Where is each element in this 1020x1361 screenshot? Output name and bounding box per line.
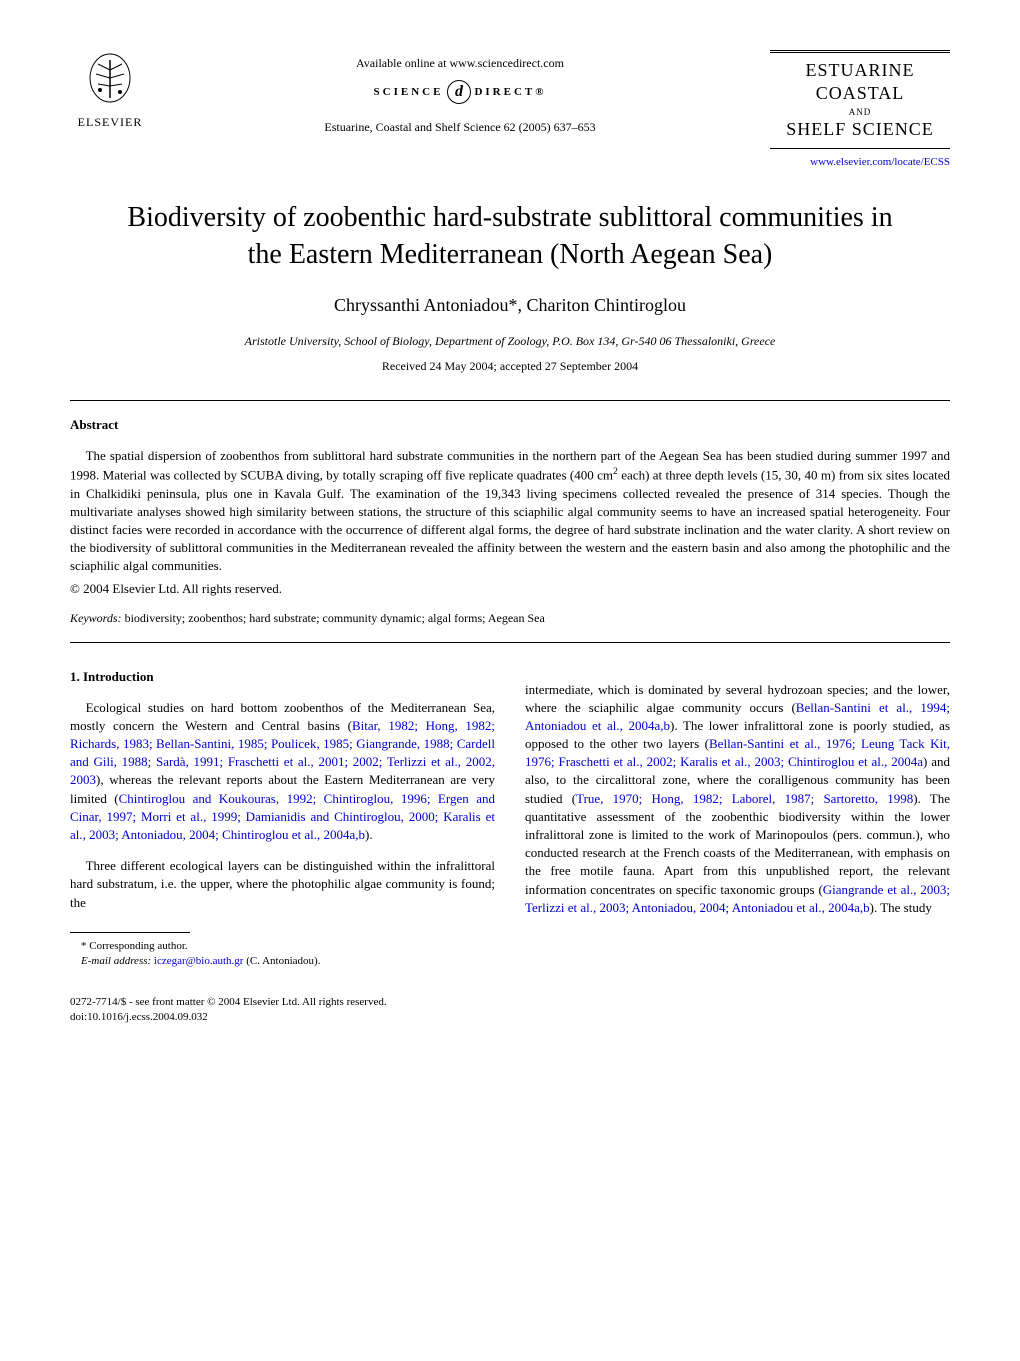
sd-left: SCIENCE (374, 86, 444, 98)
publisher-logo: ELSEVIER (70, 50, 150, 131)
left-column: 1. Introduction Ecological studies on ha… (70, 668, 495, 970)
abstract-heading: Abstract (70, 416, 950, 434)
affiliation: Aristotle University, School of Biology,… (70, 333, 950, 350)
journal-reference: Estuarine, Coastal and Shelf Science 62 … (150, 119, 770, 136)
available-online-text: Available online at www.sciencedirect.co… (150, 55, 770, 72)
body-columns: 1. Introduction Ecological studies on ha… (70, 668, 950, 970)
intro-p2: Three different ecological layers can be… (70, 857, 495, 912)
right-p1-e: ). The study (870, 900, 932, 915)
intro-p1: Ecological studies on hard bottom zooben… (70, 699, 495, 845)
footnote-corresponding: * Corresponding author. (70, 939, 495, 954)
intro-right-p1: intermediate, which is dominated by seve… (525, 681, 950, 917)
right-column: intermediate, which is dominated by seve… (525, 668, 950, 970)
keywords-line: Keywords: biodiversity; zoobenthos; hard… (70, 610, 950, 627)
header-center: Available online at www.sciencedirect.co… (150, 50, 770, 136)
page-header: ELSEVIER Available online at www.science… (70, 50, 950, 170)
issn-line: 0272-7714/$ - see front matter © 2004 El… (70, 995, 950, 1010)
journal-title-3: SHELF SCIENCE (770, 118, 950, 141)
sd-circle-icon: d (447, 80, 471, 104)
elsevier-tree-icon (70, 50, 150, 112)
doi-line: doi:10.1016/j.ecss.2004.09.032 (70, 1010, 950, 1025)
email-label: E-mail address: (81, 955, 151, 967)
journal-title-2: COASTAL (770, 82, 950, 105)
journal-box-wrapper: ESTUARINE COASTAL AND SHELF SCIENCE www.… (770, 50, 950, 170)
journal-title-box: ESTUARINE COASTAL AND SHELF SCIENCE (770, 50, 950, 149)
separator-bottom (70, 642, 950, 643)
bottom-info: 0272-7714/$ - see front matter © 2004 El… (70, 995, 950, 1026)
article-title: Biodiversity of zoobenthic hard-substrat… (110, 200, 910, 273)
authors: Chryssanthi Antoniadou*, Chariton Chinti… (70, 293, 950, 318)
intro-p1-c: ). (365, 827, 373, 842)
abstract-paragraph: The spatial dispersion of zoobenthos fro… (70, 447, 950, 576)
footnote-separator (70, 932, 190, 933)
abstract-copyright: © 2004 Elsevier Ltd. All rights reserved… (70, 580, 950, 598)
email-name: (C. Antoniadou). (243, 955, 320, 967)
citation-2[interactable]: Chintiroglou and Koukouras, 1992; Chinti… (70, 791, 495, 842)
keywords-text: biodiversity; zoobenthos; hard substrate… (122, 611, 545, 625)
journal-url-link[interactable]: www.elsevier.com/locate/ECSS (770, 155, 950, 170)
intro-heading: 1. Introduction (70, 668, 495, 686)
journal-title-1: ESTUARINE (770, 59, 950, 82)
abstract-post: each) at three depth levels (15, 30, 40 … (70, 467, 950, 573)
publisher-name: ELSEVIER (70, 114, 150, 131)
sciencedirect-logo: SCIENCE d DIRECT® (150, 80, 770, 104)
journal-title-and: AND (770, 106, 950, 119)
separator-top (70, 400, 950, 401)
footnote-email: E-mail address: iczegar@bio.auth.gr (C. … (70, 954, 495, 969)
sd-right: DIRECT® (474, 86, 546, 98)
citation-5[interactable]: True, 1970; Hong, 1982; Laborel, 1987; S… (576, 791, 913, 806)
received-dates: Received 24 May 2004; accepted 27 Septem… (70, 358, 950, 375)
email-link[interactable]: iczegar@bio.auth.gr (154, 955, 244, 967)
keywords-label: Keywords: (70, 611, 122, 625)
